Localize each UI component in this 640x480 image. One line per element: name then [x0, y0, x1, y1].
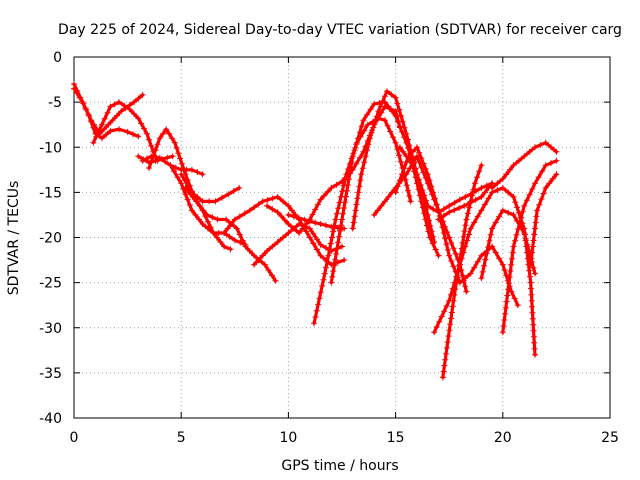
y-axis-label: SDTVAR / TECUs: [6, 181, 22, 296]
grid-layer: [74, 57, 610, 418]
y-tick-label: -30: [39, 321, 62, 337]
series-arc-7: [178, 171, 243, 205]
series-arc-12: [285, 211, 348, 232]
series-arc-21: [435, 180, 496, 223]
series-markers: [489, 139, 560, 191]
series-markers: [499, 157, 560, 336]
series-markers: [439, 162, 485, 381]
series-markers: [285, 211, 348, 232]
plot-frame: [73, 56, 611, 419]
series-markers: [135, 153, 176, 166]
series-markers: [527, 171, 560, 268]
series-arc-18: [396, 144, 442, 259]
x-tick-label: 0: [70, 430, 79, 446]
series-markers: [264, 103, 403, 236]
series-layer: [71, 81, 560, 381]
series-line: [372, 154, 468, 294]
series-arc-22: [478, 207, 538, 282]
y-tick-label: -20: [39, 231, 62, 247]
series-line: [436, 181, 494, 222]
series-arc-24: [489, 139, 560, 191]
x-tick-label: 10: [279, 430, 297, 446]
series-arc-15: [349, 88, 496, 232]
series-line: [222, 195, 346, 267]
y-tick-label: 0: [53, 50, 62, 66]
series-arc-20: [439, 162, 485, 381]
series-arc-26: [135, 153, 176, 166]
axis-layer: 0 5 10 15 20 25 0 -5 -10 -15 -20 -25 -30 -35 -40: [39, 50, 619, 446]
y-tick-label: -10: [39, 140, 62, 156]
series-arc-25: [527, 171, 560, 268]
y-tick-label: -40: [39, 411, 62, 427]
x-tick-label: 15: [387, 430, 405, 446]
y-tick-label: -25: [39, 276, 62, 292]
y-tick-label: -5: [48, 95, 62, 111]
series-markers: [435, 180, 496, 223]
x-tick-label: 25: [601, 430, 619, 446]
series-arc-3: [90, 99, 161, 164]
series-arc-23: [499, 157, 560, 336]
x-tick-label: 5: [177, 430, 186, 446]
series-line: [72, 82, 140, 140]
series-markers: [396, 144, 442, 259]
series-line: [265, 104, 402, 235]
series-markers: [349, 88, 496, 232]
series-arc-11: [264, 103, 403, 236]
series-arc-6: [167, 162, 249, 248]
y-tick-label: -35: [39, 366, 62, 382]
series-line: [394, 145, 520, 307]
x-axis-label: GPS time / hours: [281, 458, 398, 474]
series-markers: [178, 171, 243, 205]
chart-title: Day 225 of 2024, Sidereal Day-to-day VTE…: [58, 22, 622, 38]
y-tick-label: -15: [39, 185, 62, 201]
x-tick-label: 20: [494, 430, 512, 446]
series-markers: [167, 162, 249, 248]
